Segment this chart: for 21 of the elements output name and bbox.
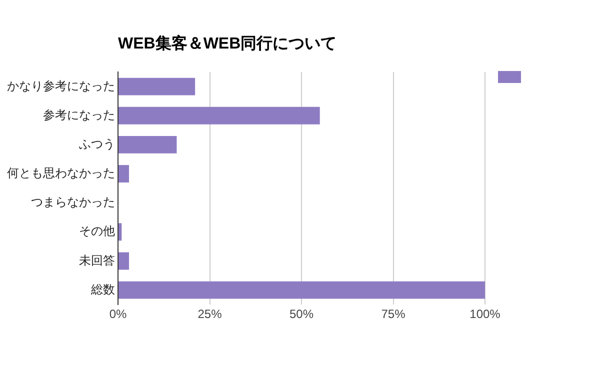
y-tick-label: かなり参考になった xyxy=(7,78,115,93)
x-tick-label: 50% xyxy=(289,307,314,322)
y-tick-label: 何とも思わなかった xyxy=(7,166,115,180)
bar xyxy=(118,136,177,154)
y-tick-label: つまらなかった xyxy=(31,195,115,210)
chart-title: WEB集客＆WEB同行について xyxy=(118,33,337,52)
x-tick-label: 0% xyxy=(109,307,127,322)
bar xyxy=(118,106,320,124)
bar xyxy=(118,281,485,299)
bar xyxy=(118,165,130,182)
bar xyxy=(118,252,130,270)
y-tick-label: 未回答 xyxy=(79,253,115,268)
y-tick-label: 参考になった xyxy=(43,108,115,122)
x-tick-label: 25% xyxy=(198,307,222,322)
bar xyxy=(118,78,196,96)
bar xyxy=(118,223,122,241)
x-tick-label: 75% xyxy=(381,307,406,322)
y-tick-label: ふつう xyxy=(78,137,115,151)
x-tick-label: 100% xyxy=(470,307,501,322)
y-tick-label: 総数 xyxy=(90,282,115,296)
y-tick-label: その他 xyxy=(79,224,115,238)
